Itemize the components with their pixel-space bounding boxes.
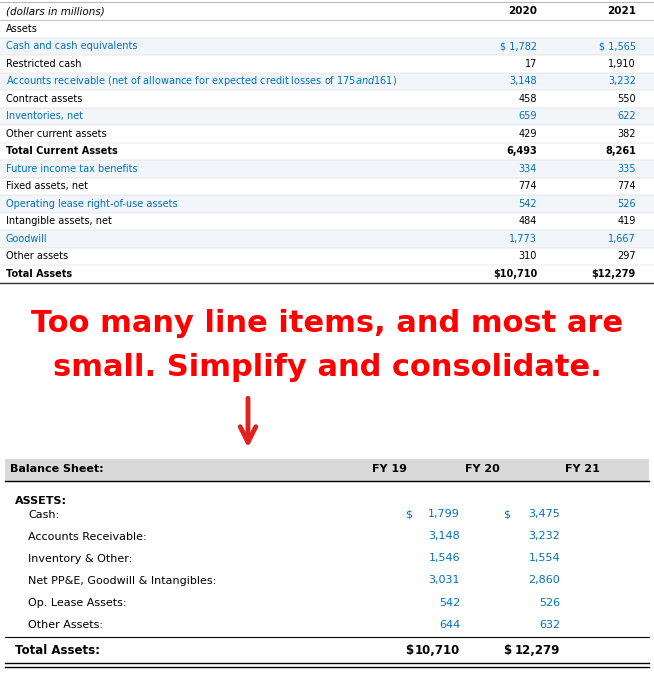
Text: Inventory & Other:: Inventory & Other: bbox=[28, 553, 132, 563]
Text: ’: ’ bbox=[616, 0, 620, 1]
Text: 1,799: 1,799 bbox=[428, 510, 460, 519]
Text: Other current assets: Other current assets bbox=[6, 129, 107, 139]
Text: 458: 458 bbox=[519, 94, 537, 104]
Text: 12,279: 12,279 bbox=[515, 644, 560, 657]
Text: $: $ bbox=[503, 644, 511, 657]
Text: 382: 382 bbox=[617, 129, 636, 139]
Text: 484: 484 bbox=[519, 216, 537, 227]
Text: 542: 542 bbox=[439, 597, 460, 608]
Bar bbox=[0, 195, 654, 213]
Text: Op. Lease Assets:: Op. Lease Assets: bbox=[28, 597, 126, 608]
Text: 3,475: 3,475 bbox=[528, 510, 560, 519]
Bar bbox=[0, 72, 654, 90]
Text: ASSETS:: ASSETS: bbox=[15, 496, 67, 505]
Text: 1,667: 1,667 bbox=[608, 233, 636, 244]
Text: FY 19: FY 19 bbox=[373, 464, 407, 475]
Text: 2021: 2021 bbox=[607, 6, 636, 16]
Text: 774: 774 bbox=[519, 181, 537, 191]
Text: 297: 297 bbox=[617, 251, 636, 261]
Text: 310: 310 bbox=[519, 251, 537, 261]
Text: 3,031: 3,031 bbox=[428, 576, 460, 585]
Text: 6,493: 6,493 bbox=[506, 146, 537, 156]
Text: Restricted cash: Restricted cash bbox=[6, 59, 82, 69]
Text: 1,554: 1,554 bbox=[528, 553, 560, 563]
Text: 334: 334 bbox=[519, 164, 537, 174]
Text: 419: 419 bbox=[617, 216, 636, 227]
Text: 3,148: 3,148 bbox=[428, 532, 460, 542]
Text: 3,232: 3,232 bbox=[528, 532, 560, 542]
Text: 1,910: 1,910 bbox=[608, 59, 636, 69]
Text: $ 1,565: $ 1,565 bbox=[599, 41, 636, 52]
Text: 644: 644 bbox=[439, 620, 460, 629]
Text: Cash:: Cash: bbox=[28, 510, 59, 519]
Text: 429: 429 bbox=[519, 129, 537, 139]
Text: Contract assets: Contract assets bbox=[6, 94, 82, 104]
Text: 632: 632 bbox=[539, 620, 560, 629]
Text: 1,773: 1,773 bbox=[509, 233, 537, 244]
Text: 622: 622 bbox=[617, 112, 636, 121]
Text: Total Current Assets: Total Current Assets bbox=[6, 146, 118, 156]
Text: Other Assets:: Other Assets: bbox=[28, 620, 103, 629]
Text: Total Assets:: Total Assets: bbox=[15, 644, 100, 657]
Text: $: $ bbox=[405, 510, 412, 519]
Text: Fixed assets, net: Fixed assets, net bbox=[6, 181, 88, 191]
Text: Cash and cash equivalents: Cash and cash equivalents bbox=[6, 41, 137, 52]
Text: Assets: Assets bbox=[6, 24, 38, 33]
Text: 659: 659 bbox=[519, 112, 537, 121]
Bar bbox=[0, 160, 654, 178]
Text: 2020: 2020 bbox=[508, 6, 537, 16]
Text: Operating lease right-of-use assets: Operating lease right-of-use assets bbox=[6, 199, 178, 208]
Text: FY 21: FY 21 bbox=[564, 464, 600, 475]
Text: $: $ bbox=[405, 644, 413, 657]
Text: $ 1,782: $ 1,782 bbox=[500, 41, 537, 52]
Text: Total Assets: Total Assets bbox=[6, 269, 72, 279]
Text: 8,261: 8,261 bbox=[605, 146, 636, 156]
Text: (dollars in millions): (dollars in millions) bbox=[6, 6, 105, 16]
Text: 774: 774 bbox=[617, 181, 636, 191]
Text: Net PP&E, Goodwill & Intangibles:: Net PP&E, Goodwill & Intangibles: bbox=[28, 576, 216, 585]
Text: 17: 17 bbox=[525, 59, 537, 69]
Text: Balance Sheet:: Balance Sheet: bbox=[10, 464, 103, 475]
Text: Accounts Receivable:: Accounts Receivable: bbox=[28, 532, 146, 542]
Text: 335: 335 bbox=[617, 164, 636, 174]
Text: 542: 542 bbox=[519, 199, 537, 208]
Text: FY 20: FY 20 bbox=[464, 464, 500, 475]
Text: 526: 526 bbox=[539, 597, 560, 608]
Bar bbox=[0, 38, 654, 55]
Text: Accounts receivable (net of allowance for expected credit losses of $175 and $16: Accounts receivable (net of allowance fo… bbox=[6, 75, 397, 89]
Text: 3,232: 3,232 bbox=[608, 76, 636, 86]
Bar bbox=[0, 230, 654, 247]
Text: 3,148: 3,148 bbox=[509, 76, 537, 86]
Text: Other assets: Other assets bbox=[6, 251, 68, 261]
Text: 2,860: 2,860 bbox=[528, 576, 560, 585]
Text: 550: 550 bbox=[617, 94, 636, 104]
Text: small. Simplify and consolidate.: small. Simplify and consolidate. bbox=[52, 353, 602, 382]
Text: $: $ bbox=[503, 510, 510, 519]
Text: 10,710: 10,710 bbox=[415, 644, 460, 657]
Bar bbox=[5, 459, 649, 480]
Text: $12,279: $12,279 bbox=[592, 269, 636, 279]
Text: Inventories, net: Inventories, net bbox=[6, 112, 83, 121]
Text: Too many line items, and most are: Too many line items, and most are bbox=[31, 309, 623, 338]
Text: Goodwill: Goodwill bbox=[6, 233, 48, 244]
Bar bbox=[0, 107, 654, 125]
Text: ’: ’ bbox=[519, 0, 523, 1]
Text: 1,546: 1,546 bbox=[428, 553, 460, 563]
Text: $10,710: $10,710 bbox=[492, 269, 537, 279]
Text: Intangible assets, net: Intangible assets, net bbox=[6, 216, 112, 227]
Text: 526: 526 bbox=[617, 199, 636, 208]
Text: Future income tax benefits: Future income tax benefits bbox=[6, 164, 137, 174]
